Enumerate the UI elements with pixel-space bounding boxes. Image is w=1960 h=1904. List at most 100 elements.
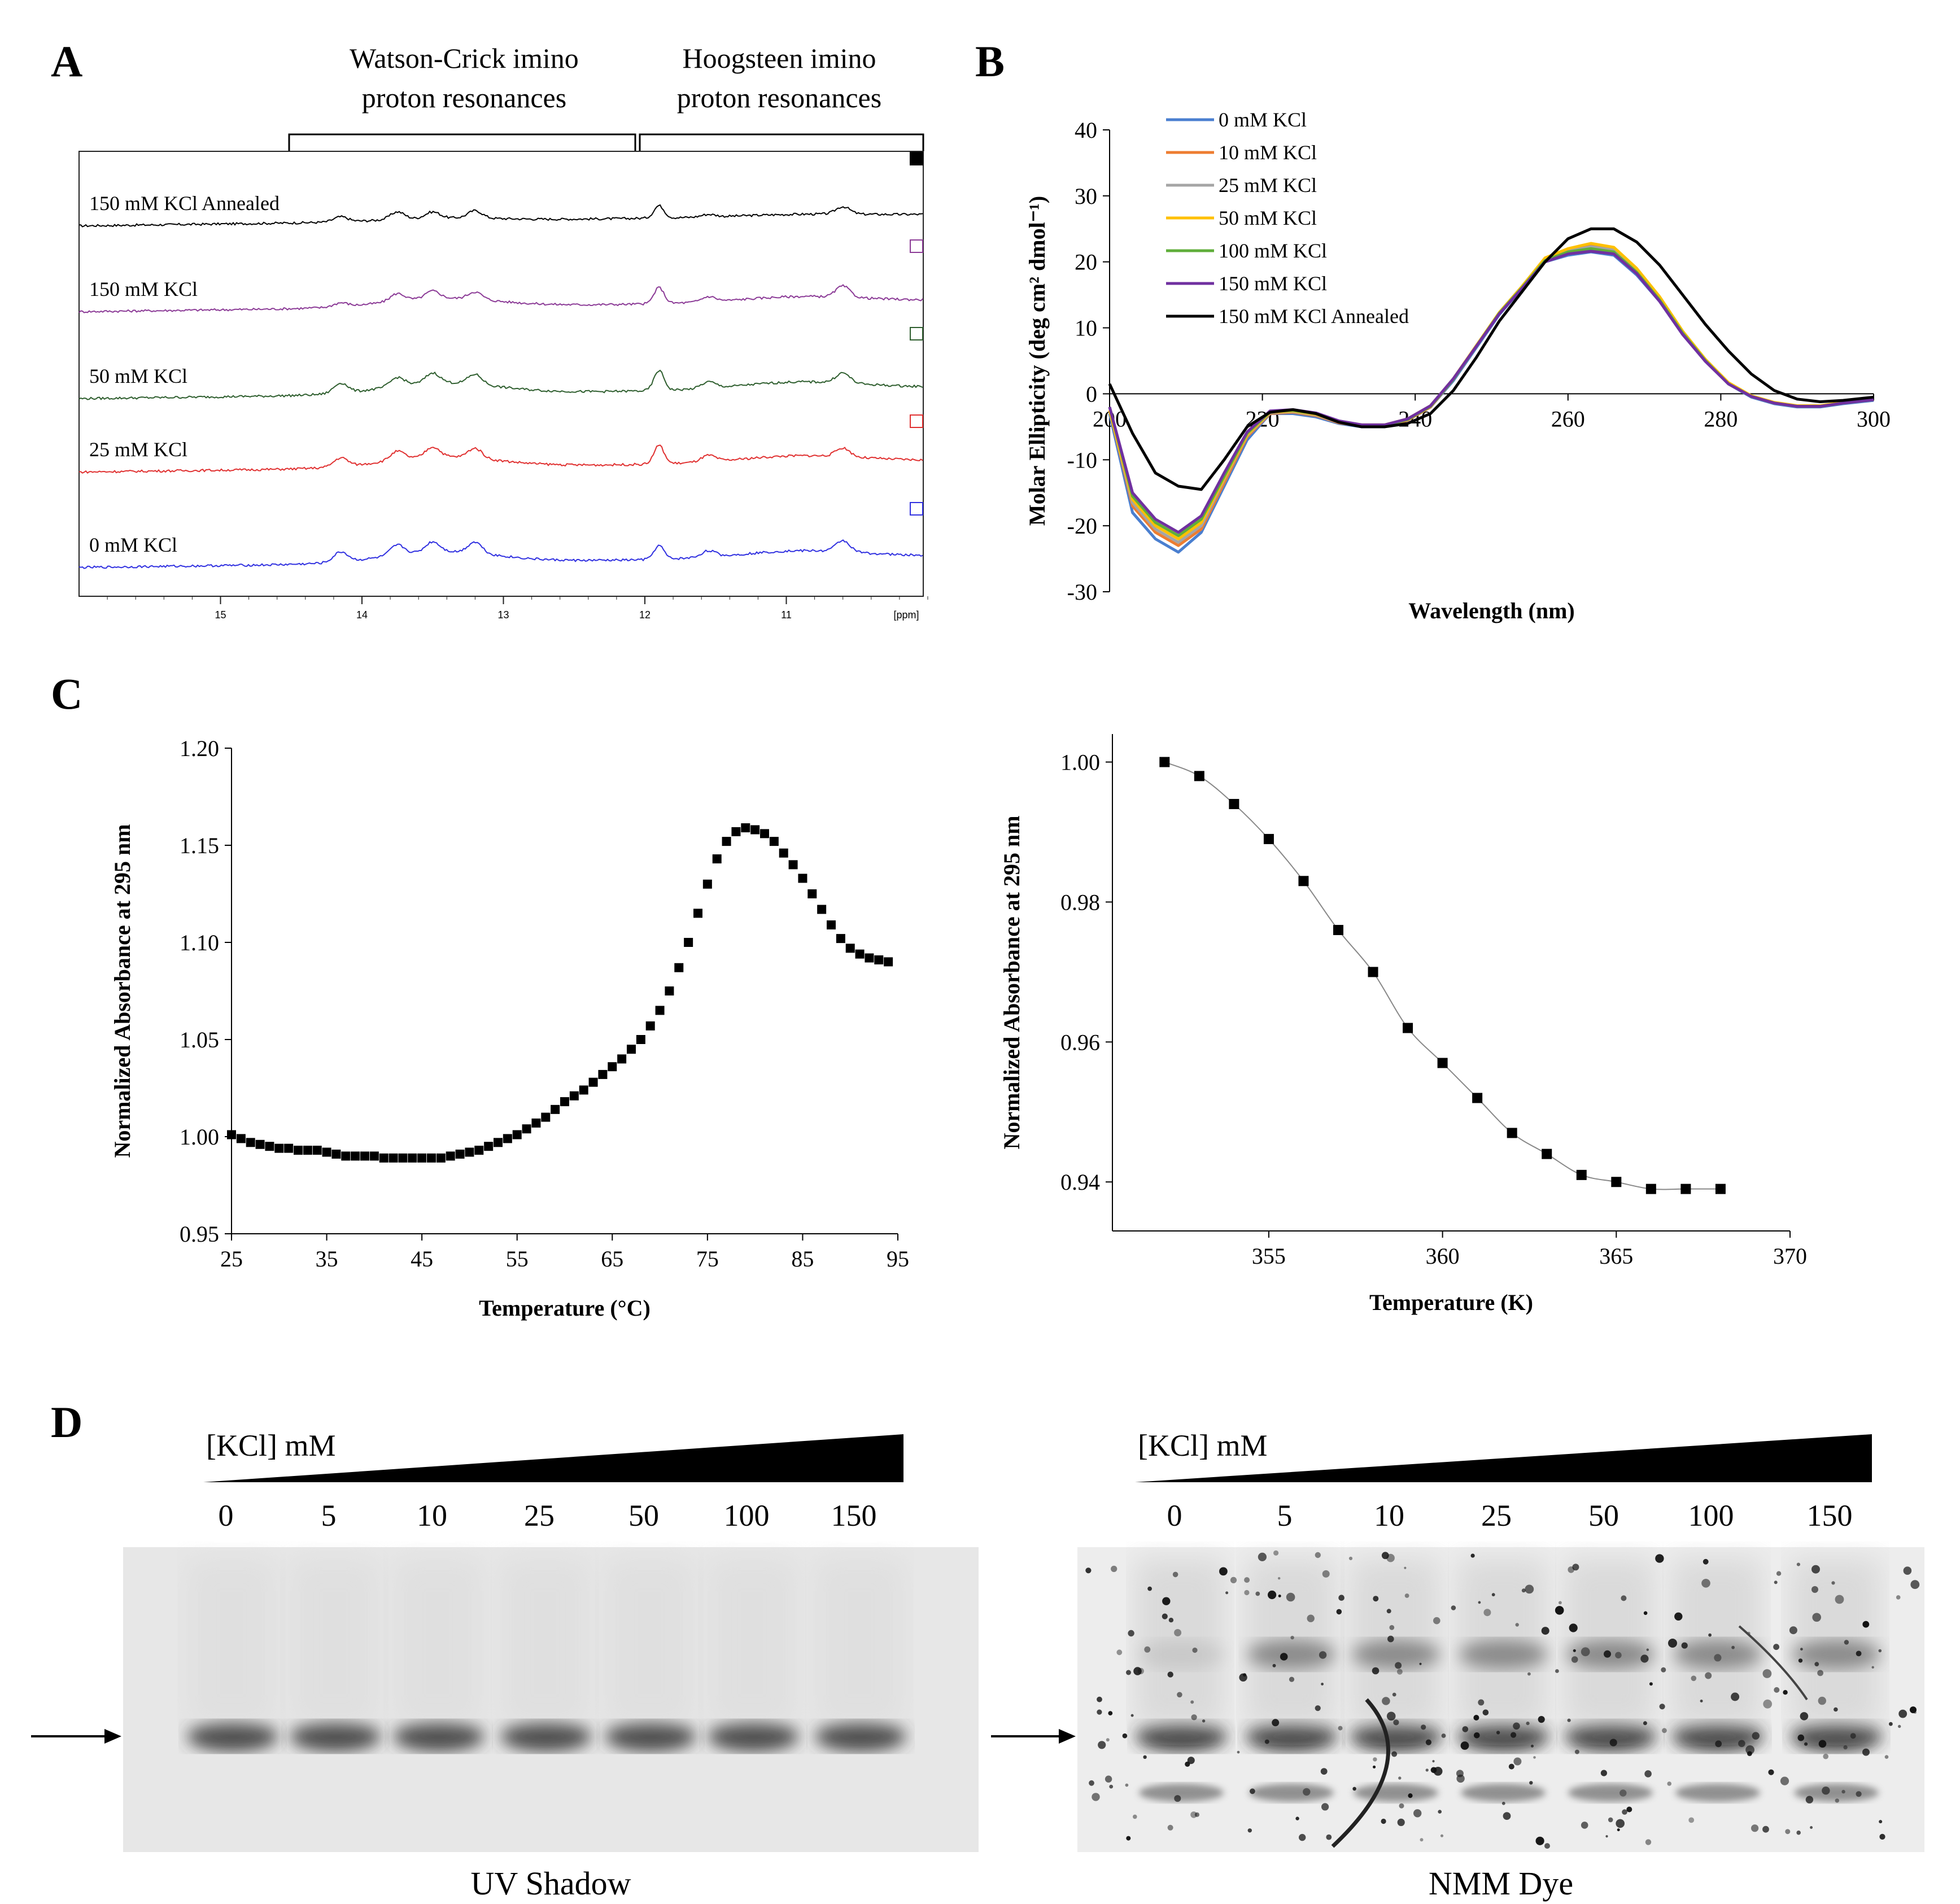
gel-speckle bbox=[1381, 1552, 1389, 1560]
gel-speckle bbox=[1774, 1687, 1780, 1693]
fit-curve bbox=[1164, 761, 1721, 1190]
gel-speckle bbox=[1202, 1719, 1206, 1723]
gel-speckle bbox=[1751, 1824, 1759, 1832]
gel-speckle bbox=[1295, 1816, 1299, 1820]
melt-x-tick-label: 35 bbox=[316, 1246, 338, 1272]
gel-speckle bbox=[1835, 1595, 1844, 1604]
gel-speckle bbox=[1879, 1820, 1883, 1824]
gel-lower-band bbox=[1461, 1784, 1546, 1802]
gel-speckle bbox=[1903, 1566, 1912, 1575]
gel-speckle bbox=[1386, 1553, 1395, 1562]
fit-y-tick-label: 0.94 bbox=[1060, 1169, 1100, 1195]
gel-speckle bbox=[1555, 1669, 1559, 1673]
melt-data-point bbox=[522, 1124, 531, 1134]
nmr-tick-label: 14 bbox=[356, 609, 368, 621]
melt-x-tick-label: 25 bbox=[220, 1246, 243, 1272]
gel-speckle bbox=[1194, 1812, 1199, 1817]
cd-y-tick-label: 40 bbox=[1075, 117, 1097, 143]
melt-data-point bbox=[455, 1149, 465, 1159]
gel-speckle bbox=[1703, 1558, 1709, 1565]
fit-data-point bbox=[1298, 876, 1309, 887]
gel-speckle bbox=[1404, 1566, 1407, 1569]
gel-speckle bbox=[1122, 1733, 1128, 1739]
nmr-plot: 15 14 13 12 11 [ppm] 150 mM KCl Annealed 150 mM… bbox=[78, 152, 928, 621]
cd-legend-label: 150 mM KCl Annealed bbox=[1219, 305, 1409, 327]
gel-speckle bbox=[1230, 1577, 1237, 1583]
melt-data-point bbox=[750, 825, 760, 835]
cd-legend-label: 0 mM KCl bbox=[1219, 108, 1307, 131]
nmr-trace bbox=[78, 444, 923, 474]
melt-data-point bbox=[617, 1054, 627, 1064]
nmr-tick-label: 12 bbox=[639, 609, 651, 621]
gel-speckle bbox=[1521, 1588, 1526, 1593]
nmr-frame bbox=[78, 151, 924, 597]
gel-speckle bbox=[1278, 1577, 1281, 1580]
panel-label-b: B bbox=[975, 37, 1005, 86]
gel-speckle bbox=[1315, 1705, 1321, 1711]
gel-speckle bbox=[1626, 1806, 1632, 1813]
gel-speckle bbox=[1386, 1609, 1391, 1614]
melt-data-point bbox=[645, 1021, 655, 1030]
gel-scratch bbox=[1331, 1698, 1390, 1848]
gel-band bbox=[1351, 1722, 1441, 1751]
nmr-trace-label: 150 mM KCl bbox=[89, 278, 198, 300]
gel-speckle bbox=[1425, 1739, 1431, 1745]
fit-x-tick-label: 355 bbox=[1252, 1243, 1286, 1269]
gel-lower-band bbox=[1675, 1784, 1760, 1802]
gel-speckle bbox=[1168, 1618, 1174, 1623]
gel-speckle bbox=[1574, 1749, 1579, 1754]
cd-y-tick-label: -10 bbox=[1067, 447, 1097, 473]
cd-y-axis-title: Molar Ellipticity (deg cm² dmol⁻¹) bbox=[1024, 196, 1050, 526]
cd-legend-label: 50 mM KCl bbox=[1219, 207, 1317, 229]
gel-lower-band bbox=[1794, 1784, 1879, 1802]
lane-label: 10 bbox=[1374, 1499, 1404, 1532]
melt-data-point bbox=[417, 1153, 427, 1163]
gel-speckle bbox=[1581, 1822, 1588, 1829]
melt-data-point bbox=[398, 1153, 408, 1163]
gel-speckle bbox=[1338, 1595, 1345, 1601]
melt-data-point bbox=[845, 944, 855, 953]
lane-label: 25 bbox=[524, 1499, 555, 1532]
gel-speckle bbox=[1640, 1654, 1649, 1663]
gel-speckle bbox=[1643, 1721, 1647, 1726]
melt-y-tick-label: 1.10 bbox=[180, 930, 219, 955]
lane-label: 50 bbox=[628, 1499, 659, 1532]
gel-speckle bbox=[1413, 1809, 1422, 1818]
melt-data-point bbox=[465, 1147, 474, 1157]
gel-speckle bbox=[1408, 1793, 1413, 1798]
gel-speckle bbox=[1604, 1650, 1611, 1658]
gel-speckle bbox=[1108, 1711, 1113, 1716]
hg-header-line1: Hoogsteen imino bbox=[682, 42, 876, 74]
gel-speckle bbox=[1425, 1768, 1429, 1772]
gel-band bbox=[187, 1722, 278, 1751]
gel-speckle bbox=[1513, 1757, 1522, 1766]
gel-speckle bbox=[1773, 1644, 1780, 1650]
gel-speckle bbox=[1482, 1709, 1489, 1716]
nmr-marker-square bbox=[910, 239, 923, 253]
gel-speckle bbox=[1272, 1719, 1280, 1727]
gel-speckle bbox=[1533, 1756, 1536, 1759]
gel-speckle bbox=[1144, 1646, 1151, 1653]
gel-speckle bbox=[1898, 1724, 1901, 1728]
gel-speckle bbox=[1097, 1709, 1102, 1715]
gel-speckle bbox=[1393, 1719, 1399, 1726]
melt-data-point bbox=[588, 1077, 598, 1087]
gel-lane-smear bbox=[500, 1558, 590, 1728]
gel-speckle bbox=[1834, 1707, 1838, 1712]
band-arrow-head bbox=[104, 1729, 121, 1744]
melt-data-point bbox=[427, 1153, 436, 1163]
gel-speckle bbox=[1320, 1768, 1328, 1775]
gel-lane-smear bbox=[289, 1558, 379, 1728]
gel-speckle bbox=[1617, 1828, 1620, 1832]
gel-speckle bbox=[1805, 1796, 1814, 1803]
cd-y-tick-label: 10 bbox=[1075, 316, 1097, 341]
gel-speckle bbox=[1190, 1700, 1194, 1704]
hg-header-line2: proton resonances bbox=[677, 82, 881, 113]
gel-speckle bbox=[1225, 1591, 1229, 1595]
hg-bracket bbox=[639, 133, 924, 151]
nmr-marker-square bbox=[910, 502, 923, 516]
gel-speckle bbox=[1278, 1595, 1281, 1597]
lane-label: 100 bbox=[1688, 1499, 1734, 1532]
melt-data-point bbox=[369, 1151, 379, 1161]
gel-speckle bbox=[1811, 1565, 1820, 1574]
